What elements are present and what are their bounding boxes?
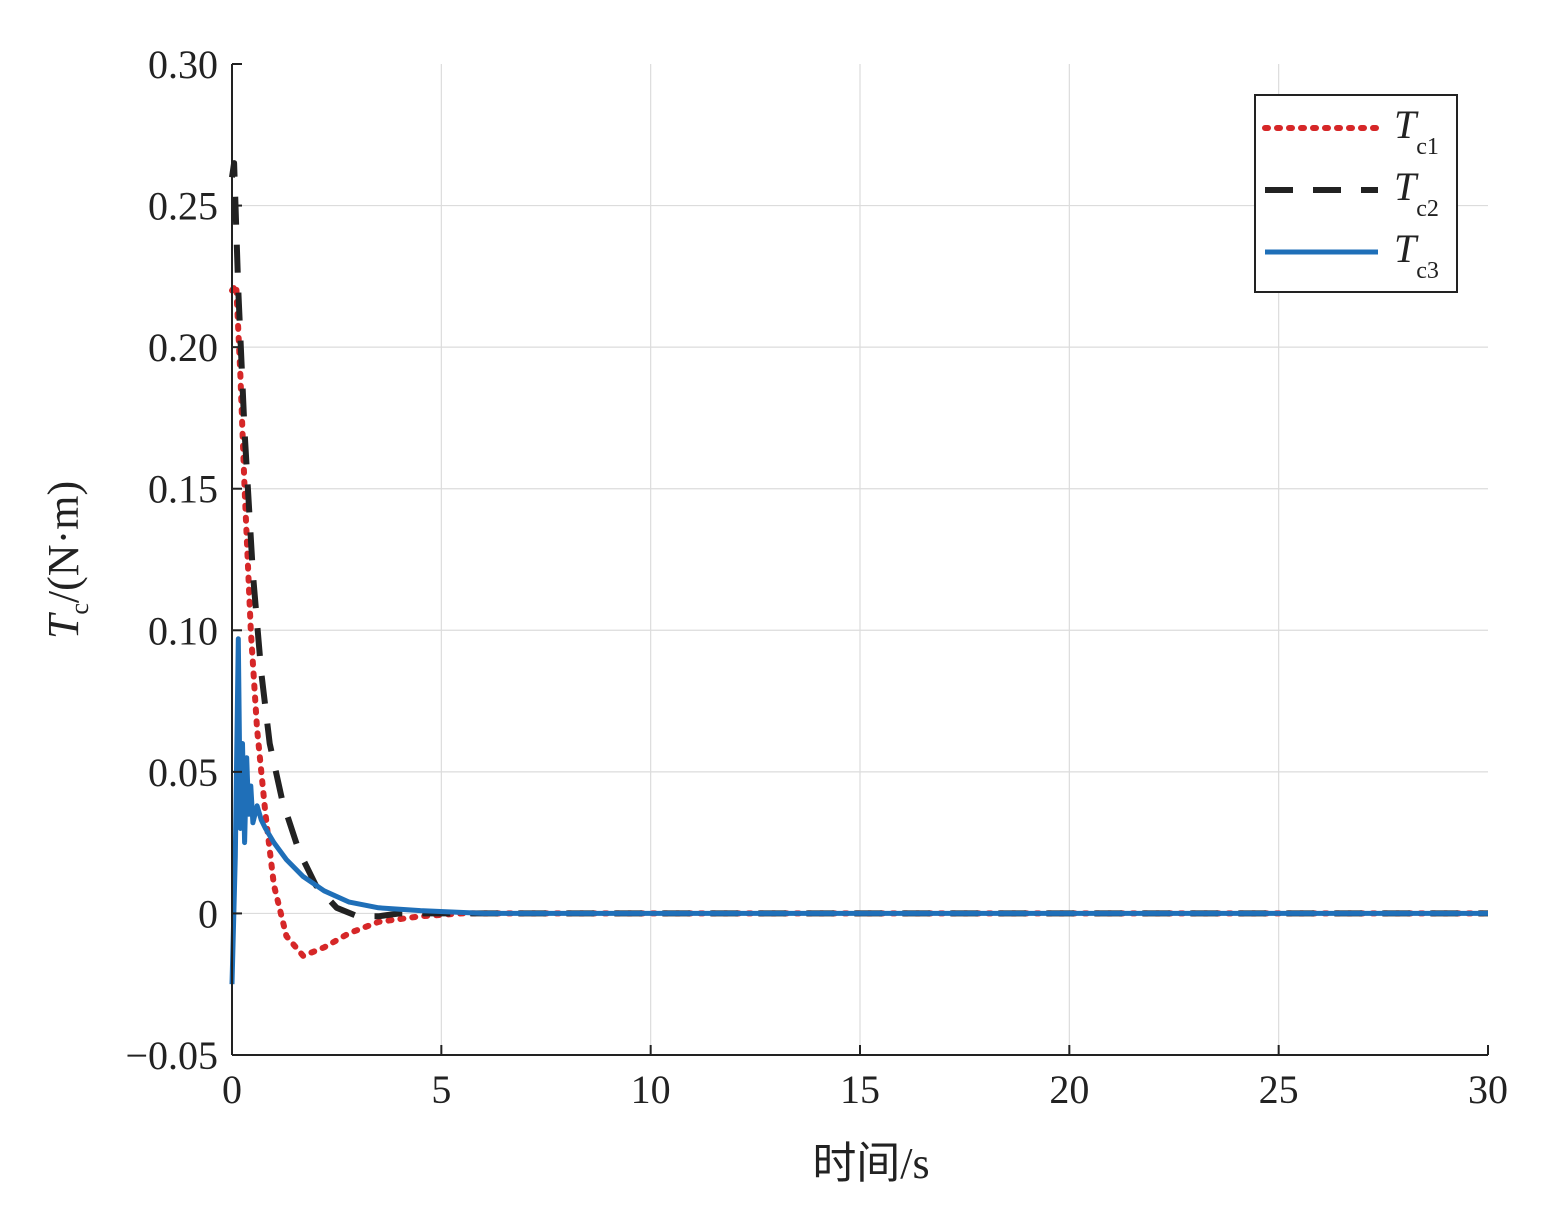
- y-tick-label: 0: [198, 891, 218, 936]
- x-tick-label: 0: [222, 1067, 242, 1112]
- y-tick-label: 0.15: [148, 467, 218, 512]
- legend-label-c2: Tc2: [1394, 164, 1439, 222]
- svg-text:Tc/(N·m): Tc/(N·m): [39, 481, 94, 639]
- y-tick-label: 0.20: [148, 325, 218, 370]
- x-tick-label: 15: [840, 1067, 880, 1112]
- y-axis-title-sub: c: [65, 603, 94, 615]
- x-tick-label: 10: [631, 1067, 671, 1112]
- y-tick-label: 0.05: [148, 750, 218, 795]
- x-axis-title: 时间/s: [812, 1139, 929, 1188]
- y-tick-label: 0.30: [148, 42, 218, 87]
- y-tick-label: −0.05: [125, 1033, 218, 1078]
- legend-label-c1: Tc1: [1394, 102, 1439, 160]
- x-tick-label: 20: [1049, 1067, 1089, 1112]
- y-tick-label: 0.25: [148, 184, 218, 229]
- series-line-c3: [229, 636, 1488, 985]
- series-layer: [229, 160, 1491, 985]
- x-tick-label: 5: [431, 1067, 451, 1112]
- legend-label-c3: Tc3: [1394, 226, 1439, 284]
- tick-labels: 0 5 10 15 20 25 30−0.0500.050.100.150.200.250.…: [125, 42, 1508, 1112]
- x-tick-label: 25: [1259, 1067, 1299, 1112]
- axes: [231, 63, 1489, 1056]
- y-axis-title: Tc/(N·m): [39, 481, 94, 639]
- y-axis-title-main: T: [39, 611, 88, 639]
- y-tick-label: 0.10: [148, 608, 218, 653]
- y-axis-title-unit: /(N·m): [39, 481, 88, 603]
- x-tick-label: 30: [1468, 1067, 1508, 1112]
